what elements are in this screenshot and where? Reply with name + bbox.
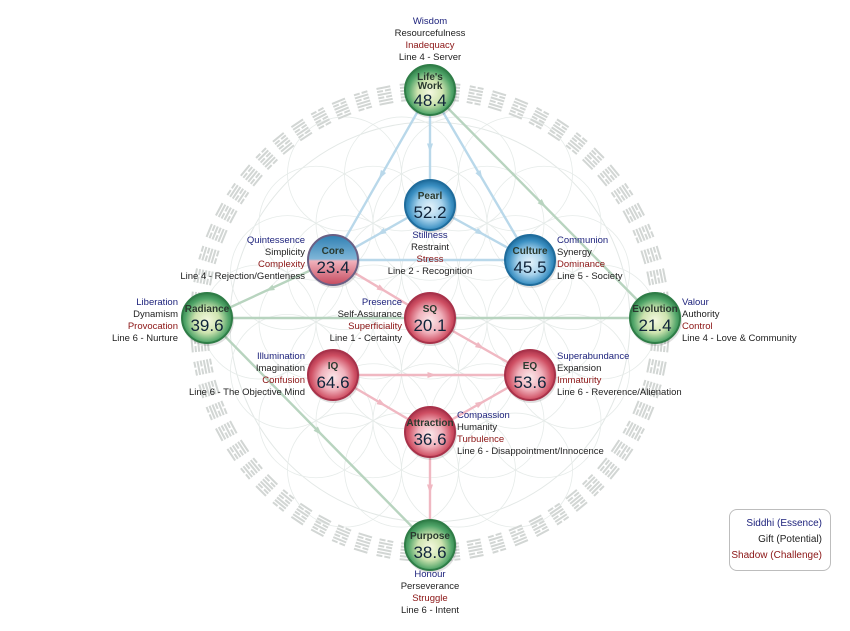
gift-text: Expansion bbox=[557, 363, 602, 374]
line-text: Line 4 - Rejection/Gentleness bbox=[180, 271, 305, 282]
label-iq: Illumination Imagination Confusion Line 6 -… bbox=[105, 351, 305, 399]
shadow-text: Complexity bbox=[258, 259, 305, 270]
sphere-value: 53.6 bbox=[513, 373, 546, 392]
label-culture: Communion Synergy Dominance Line 5 - Societ… bbox=[557, 235, 622, 283]
gift-text: Synergy bbox=[557, 247, 592, 258]
sphere-name: EQ bbox=[523, 361, 538, 372]
label-sq: Presence Self-Assurance Superficiality Line… bbox=[202, 297, 402, 345]
legend-shadow: Shadow (Challenge) bbox=[731, 550, 822, 561]
siddhi-text: Liberation bbox=[136, 297, 178, 308]
sphere-name: Attraction bbox=[406, 418, 453, 429]
shadow-text: Struggle bbox=[412, 593, 448, 604]
legend-siddhi: Siddhi (Essence) bbox=[746, 518, 822, 529]
sphere-name: Pearl bbox=[418, 191, 443, 202]
sphere-name: Evolution bbox=[632, 304, 678, 315]
siddhi-text: Communion bbox=[557, 235, 609, 246]
sphere-name: Radiance bbox=[185, 304, 230, 315]
sphere-value: 21.4 bbox=[638, 316, 671, 335]
siddhi-text: Illumination bbox=[256, 351, 305, 362]
shadow-text: Turbulence bbox=[457, 434, 505, 445]
label-lifes-work: Wisdom Resourcefulness Inadequacy Line 4 - … bbox=[330, 16, 530, 64]
line-text: Line 4 - Server bbox=[398, 52, 462, 63]
gift-text: Self-Assurance bbox=[337, 309, 402, 320]
label-pearl: Stillness Restraint Stress Line 2 - Recogni… bbox=[330, 230, 530, 278]
siddhi-text: Superabundance bbox=[557, 351, 630, 362]
label-purpose: Honour Perseverance Struggle Line 6 - Inten… bbox=[330, 569, 530, 617]
sphere-name-line2: Work bbox=[418, 81, 443, 92]
siddhi-text: Presence bbox=[361, 297, 402, 308]
shadow-text: Restraint bbox=[410, 242, 449, 253]
shadow-text: Inadequacy bbox=[405, 40, 455, 51]
gift-text: Perseverance bbox=[400, 581, 460, 592]
shadow-text: Confusion bbox=[262, 375, 305, 386]
shadow-text: Stress bbox=[416, 254, 444, 265]
sphere-value: 23.4 bbox=[316, 258, 349, 277]
legend-gift: Gift (Potential) bbox=[758, 534, 822, 545]
shadow-text: Provocation bbox=[127, 321, 178, 332]
shadow-text: Immaturity bbox=[557, 375, 602, 386]
gift-text: Stillness bbox=[412, 230, 448, 241]
sphere-value: 52.2 bbox=[413, 203, 446, 222]
sphere-value: 45.5 bbox=[513, 258, 546, 277]
shadow-text: Control bbox=[682, 321, 713, 332]
sphere-value: 36.6 bbox=[413, 430, 446, 449]
sphere-value: 38.6 bbox=[413, 543, 446, 562]
sphere-name: IQ bbox=[328, 361, 339, 372]
siddhi-text: Valour bbox=[682, 297, 709, 308]
siddhi-text: Compassion bbox=[457, 410, 510, 421]
sphere-value: 64.6 bbox=[316, 373, 349, 392]
line-text: Line 6 - Reverence/Alienation bbox=[557, 387, 682, 398]
sphere-value: 48.4 bbox=[413, 91, 446, 110]
sphere-value: 20.1 bbox=[413, 316, 446, 335]
label-core: Quintessence Simplicity Complexity Line 4 -… bbox=[105, 235, 305, 283]
siddhi-text: Quintessence bbox=[246, 235, 305, 246]
legend: Siddhi (Essence) Gift (Potential) Shadow… bbox=[729, 509, 831, 571]
siddhi-text: Wisdom bbox=[412, 16, 448, 27]
gift-text: Imagination bbox=[255, 363, 305, 374]
sphere-name: Purpose bbox=[410, 531, 450, 542]
gift-text: Authority bbox=[682, 309, 720, 320]
gift-text: Resourcefulness bbox=[394, 28, 466, 39]
line-text: Line 2 - Recognition bbox=[387, 266, 473, 277]
sphere-name: Core bbox=[322, 246, 345, 257]
siddhi-text: Honour bbox=[414, 569, 446, 580]
line-text: Line 6 - The Objective Mind bbox=[189, 387, 305, 398]
line-text: Line 1 - Certainty bbox=[329, 333, 402, 344]
sphere-value: 39.6 bbox=[190, 316, 223, 335]
line-text: Line 6 - Intent bbox=[400, 605, 460, 616]
shadow-text: Superficiality bbox=[348, 321, 402, 332]
gift-text: Humanity bbox=[457, 422, 498, 433]
gift-text: Simplicity bbox=[264, 247, 305, 258]
sphere-name: SQ bbox=[423, 304, 438, 315]
line-text: Line 6 - Disappointment/Innocence bbox=[457, 446, 604, 457]
label-evolution: Valour Authority Control Line 4 - Love & Co… bbox=[682, 297, 797, 345]
sphere-name: Life's bbox=[417, 72, 443, 83]
shadow-text: Dominance bbox=[557, 259, 606, 270]
line-text: Line 4 - Love & Community bbox=[682, 333, 797, 344]
gift-text: Dynamism bbox=[133, 309, 178, 320]
line-text: Line 6 - Nurture bbox=[111, 333, 178, 344]
label-radiance: Liberation Dynamism Provocation Line 6 - Nu… bbox=[0, 297, 178, 345]
label-attraction: Compassion Humanity Turbulence Line 6 - Dis… bbox=[457, 410, 604, 458]
hexagram-ring bbox=[190, 82, 670, 562]
label-eq: Superabundance Expansion Immaturity Line 6 … bbox=[557, 351, 682, 399]
sphere-name: Culture bbox=[513, 246, 548, 257]
line-text: Line 5 - Society bbox=[557, 271, 623, 282]
